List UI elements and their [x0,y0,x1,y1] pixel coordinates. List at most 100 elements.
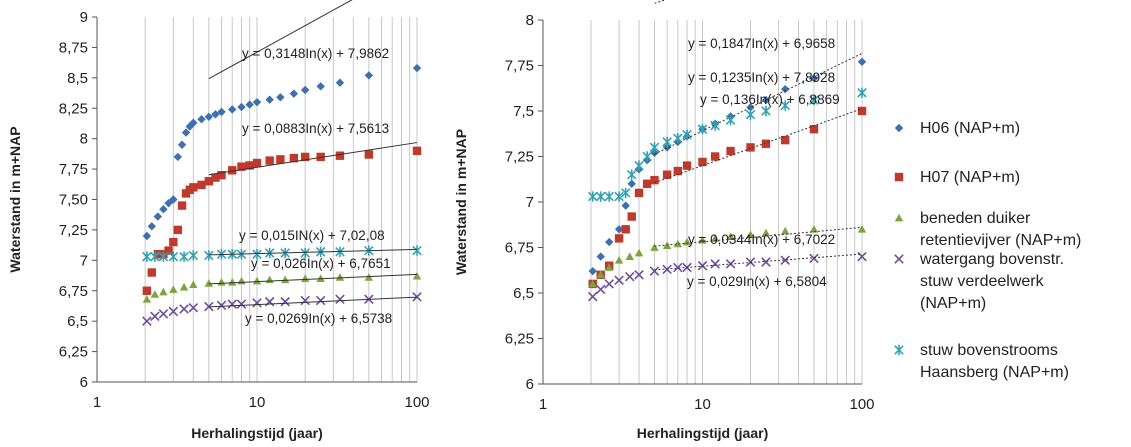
y-tick-label: 9 [80,9,88,26]
legend-label: H07 (NAP+m) [920,169,1020,186]
data-point [252,158,262,168]
trendline-equation: y = 0,1847In(x) + 6,9658 [688,36,835,51]
data-point [216,300,227,311]
data-point [276,155,285,164]
data-point [588,279,597,288]
y-tick-label: 8,25 [59,100,88,117]
data-point [673,239,682,248]
data-point [153,212,163,221]
y-tick-label: 8,5 [67,70,88,87]
trendline-equation: y = 0,0883In(x) + 7,5613 [242,121,389,136]
data-point [780,255,790,266]
legend-label: H06 (NAP+m) [920,120,1020,137]
data-point [335,273,345,281]
data-point [614,225,624,234]
data-point [316,152,325,162]
data-point [252,97,262,107]
data-point [276,93,285,102]
data-point [245,100,254,109]
data-point [204,250,214,261]
data-point [809,94,819,106]
data-point [697,124,708,135]
y-tick-label: 7,50 [59,192,88,209]
data-point [169,195,178,204]
y-tick-label: 6,25 [505,331,534,348]
data-point [217,107,226,117]
data-point [761,257,771,267]
legend-item-3: beneden duiker retentievijver (NAP+m) [894,210,1081,249]
data-point [173,152,183,162]
y-tick-label: 6,5 [513,285,534,302]
data-point [781,135,790,145]
data-point [857,87,867,98]
data-point [781,226,790,235]
trendline [654,226,863,247]
x-tick-label: 1 [93,394,101,411]
data-point [673,262,683,273]
data-point [604,237,614,247]
data-point [147,268,156,277]
data-point [857,57,867,67]
data-point [412,292,422,302]
x-tick-label: 100 [404,394,429,411]
y-tick-label: 6,25 [59,344,88,361]
y-tick-label: 6 [80,374,88,391]
trendline-equation: y = 0,136In(x) + 6,8869 [700,92,840,107]
data-point [300,152,310,162]
data-point [614,256,624,264]
y-tick-label: 6,75 [59,283,88,300]
legend-label: watergang bovenstr. [919,251,1064,268]
trendline [654,253,863,271]
series-4: y = 0,0269In(x) + 6,5738 [142,292,422,326]
data-point [211,110,220,119]
data-point [150,311,160,322]
data-point [662,136,672,148]
trendline-equation: y = 0,0269In(x) + 6,5738 [245,311,392,326]
data-point [236,299,247,309]
data-point [634,248,644,257]
data-point [761,105,771,117]
data-point [300,85,310,95]
data-point [662,143,672,152]
data-point [252,298,262,308]
data-point [625,252,634,260]
legend-label: Haansberg (NAP+m) [920,364,1069,381]
y-tick-label: 7,5 [513,103,534,120]
legend-marker [894,123,904,133]
trendline-equation: y = 0,029In(x) + 6,5804 [687,274,827,289]
data-point [780,100,790,111]
data-point [412,146,422,156]
trendline [208,248,418,256]
data-point [147,222,156,231]
trendline [208,142,418,176]
chart-panel-2: 6 6,25 6,5 6,75 7 7,25 7,5 7,75 8 1 10 100 Herhaling… [453,0,875,441]
legend: H06 (NAP+m) H07 (NAP+m) beneden duiker rete… [894,120,1081,381]
data-point [614,191,624,202]
y-tick-label: 8,75 [59,39,88,56]
trendline-equation: y = 0,0344In(x) + 6,7022 [688,232,835,247]
trendline [654,52,863,155]
data-point [177,201,187,210]
data-point [158,309,169,319]
data-point [614,234,624,243]
data-point [614,275,624,286]
trendline [654,108,863,184]
data-point [626,169,637,180]
data-point [621,201,630,210]
data-point [211,173,220,182]
data-point [682,161,692,170]
x-tick-label: 10 [694,396,711,413]
data-point [650,175,659,185]
data-point [698,157,707,167]
data-point [364,71,374,80]
data-point [682,129,692,140]
data-point [335,151,345,160]
data-point [237,102,246,112]
data-point [698,236,707,244]
x-tick-label: 10 [249,394,266,411]
data-point [809,74,819,83]
data-point [179,304,189,314]
series-3: y = 0,026In(x) + 6,7651 [142,256,422,303]
data-point [142,251,152,262]
